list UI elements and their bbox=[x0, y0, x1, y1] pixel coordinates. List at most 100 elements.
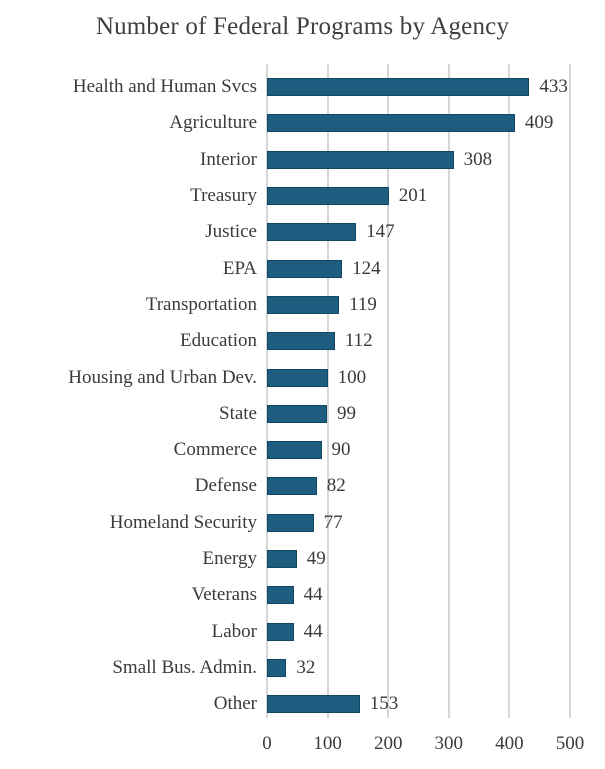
value-label: 409 bbox=[524, 112, 554, 134]
bar-row: Veterans 44 bbox=[0, 577, 605, 613]
category-label: Justice bbox=[205, 221, 257, 243]
category-label: Veterans bbox=[191, 584, 257, 606]
bar-row: Commerce 90 bbox=[0, 432, 605, 468]
category-label: EPA bbox=[222, 257, 257, 279]
bar bbox=[267, 477, 317, 496]
bar bbox=[267, 295, 340, 314]
category-label: Transportation bbox=[145, 293, 257, 315]
value-label: 44 bbox=[303, 584, 323, 606]
x-axis: 0 100 200 300 400 500 bbox=[262, 733, 584, 759]
x-tick-label: 100 bbox=[313, 733, 342, 754]
gridline bbox=[266, 64, 268, 718]
bar bbox=[267, 223, 357, 242]
bar-zone: 147 bbox=[267, 214, 605, 250]
bar bbox=[267, 586, 294, 605]
bar bbox=[267, 368, 328, 387]
value-label: 119 bbox=[349, 293, 377, 315]
bar bbox=[267, 658, 287, 677]
value-label: 77 bbox=[323, 511, 343, 533]
category-label: State bbox=[219, 402, 257, 424]
bar-zone: 112 bbox=[267, 323, 605, 359]
bar bbox=[267, 187, 389, 206]
bar-row: Labor 44 bbox=[0, 613, 605, 649]
bar bbox=[267, 332, 335, 351]
bar-row: Agriculture 409 bbox=[0, 105, 605, 141]
gridline bbox=[569, 64, 571, 718]
value-label: 99 bbox=[336, 402, 356, 424]
bar-row: Treasury 201 bbox=[0, 178, 605, 214]
bar-zone: 44 bbox=[267, 613, 605, 649]
category-label: Homeland Security bbox=[109, 511, 257, 533]
category-label: Other bbox=[213, 693, 257, 715]
bar-row: Other 153 bbox=[0, 686, 605, 722]
bar bbox=[267, 114, 515, 133]
value-label: 124 bbox=[352, 257, 381, 279]
category-label: Defense bbox=[194, 475, 257, 497]
bar-zone: 32 bbox=[267, 650, 605, 686]
bar bbox=[267, 78, 530, 97]
bar-row: Homeland Security 77 bbox=[0, 505, 605, 541]
bar-zone: 433 bbox=[267, 69, 605, 105]
x-tick-label: 400 bbox=[495, 733, 524, 754]
bar-row: State 99 bbox=[0, 396, 605, 432]
bar-row: Justice 147 bbox=[0, 214, 605, 250]
category-label: Labor bbox=[211, 620, 257, 642]
value-label: 100 bbox=[337, 366, 367, 388]
bar bbox=[267, 695, 360, 714]
value-label: 82 bbox=[326, 475, 346, 497]
bar-rows: Health and Human Svcs 433 Agriculture 40… bbox=[0, 69, 605, 722]
category-label: Commerce bbox=[173, 439, 257, 461]
bar bbox=[267, 550, 297, 568]
value-label: 32 bbox=[296, 656, 316, 678]
bar-zone: 409 bbox=[267, 105, 605, 141]
bar-row: Housing and Urban Dev. 100 bbox=[0, 359, 605, 395]
value-label: 112 bbox=[344, 330, 373, 352]
value-label: 44 bbox=[303, 620, 323, 642]
category-label: Agriculture bbox=[169, 112, 257, 134]
bar-row: Small Bus. Admin. 32 bbox=[0, 650, 605, 686]
x-tick-label: 0 bbox=[262, 733, 272, 754]
bar-row: EPA 124 bbox=[0, 250, 605, 286]
bar-zone: 90 bbox=[267, 432, 605, 468]
bar-row: Interior 308 bbox=[0, 142, 605, 178]
bar-zone: 100 bbox=[267, 359, 605, 395]
bar-row: Energy 49 bbox=[0, 541, 605, 577]
x-tick-label: 200 bbox=[373, 733, 403, 754]
bar-zone: 124 bbox=[267, 250, 605, 286]
category-label: Health and Human Svcs bbox=[72, 76, 257, 98]
value-label: 153 bbox=[369, 693, 399, 715]
bar-zone: 201 bbox=[267, 178, 605, 214]
chart-title: Number of Federal Programs by Agency bbox=[95, 13, 510, 40]
gridline bbox=[508, 64, 511, 718]
value-label: 49 bbox=[306, 548, 326, 569]
gridline bbox=[447, 64, 450, 718]
value-label: 433 bbox=[539, 76, 568, 98]
bar bbox=[267, 259, 343, 278]
bar bbox=[267, 404, 327, 423]
bar-zone: 82 bbox=[267, 468, 605, 504]
bar bbox=[267, 513, 314, 532]
bar-zone: 153 bbox=[267, 686, 605, 722]
value-label: 308 bbox=[463, 148, 493, 170]
bar bbox=[267, 622, 294, 641]
bar-zone: 99 bbox=[267, 396, 605, 432]
category-label: Education bbox=[179, 330, 257, 352]
value-label: 201 bbox=[398, 185, 428, 207]
bar-zone: 44 bbox=[267, 577, 605, 613]
value-label: 147 bbox=[366, 221, 395, 243]
bar-zone: 119 bbox=[267, 287, 605, 323]
bar-row: Health and Human Svcs 433 bbox=[0, 69, 605, 105]
category-label: Interior bbox=[200, 148, 257, 170]
gridline bbox=[326, 64, 329, 718]
bar-zone: 49 bbox=[267, 541, 605, 577]
x-tick-label: 500 bbox=[555, 733, 585, 754]
bar-row: Education 112 bbox=[0, 323, 605, 359]
category-label: Energy bbox=[202, 548, 257, 569]
value-label: 90 bbox=[331, 439, 351, 461]
category-label: Housing and Urban Dev. bbox=[68, 366, 257, 388]
bar-row: Transportation 119 bbox=[0, 287, 605, 323]
bar-zone: 77 bbox=[267, 505, 605, 541]
bar-zone: 308 bbox=[267, 142, 605, 178]
bar-row: Defense 82 bbox=[0, 468, 605, 504]
